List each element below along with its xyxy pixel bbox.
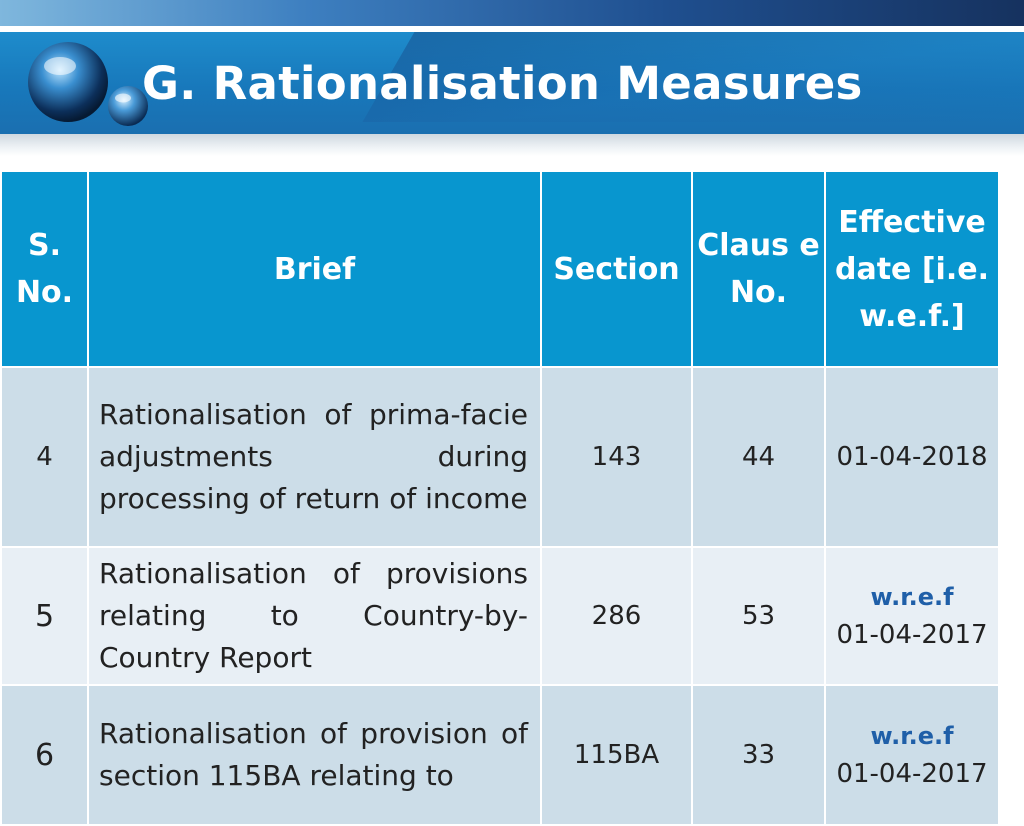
row-clause: 53 [691,546,826,686]
header-brief: Brief [87,170,542,368]
row-clause: 44 [691,366,826,548]
slide-title: G. Rationalisation Measures [142,57,863,110]
row-clause: 33 [691,684,826,826]
title-banner [0,32,1024,134]
row-effective-date: w.r.e.f 01-04-2017 [824,546,1000,686]
measures-table: S. No. Brief Section Claus e No. Effecti… [0,170,1000,826]
table-row: 4 Rationalisation of prima-facie adjustm… [0,366,1000,548]
header-effective-date: Effective date [i.e. w.e.f.] [824,170,1000,368]
row-effective-date: 01-04-2018 [824,366,1000,548]
top-decor-bar [0,0,1024,26]
row-date: 01-04-2017 [836,759,988,789]
row-sno: 4 [0,366,89,548]
row-brief: Rationalisation of provisions relating t… [87,546,542,686]
row-wref: w.r.e.f [870,722,954,750]
row-section: 143 [540,366,693,548]
header-section: Section [540,170,693,368]
row-section: 286 [540,546,693,686]
table-row: 5 Rationalisation of provisions relating… [0,546,1000,686]
header-sno: S. No. [0,170,89,368]
row-section: 115BA [540,684,693,826]
row-sno: 6 [0,684,89,826]
table-row: 6 Rationalisation of provision of sectio… [0,684,1000,826]
row-wref: w.r.e.f [870,583,954,611]
row-brief: Rationalisation of prima-facie adjustmen… [87,366,542,548]
banner-shadow [0,134,1024,156]
table-header-row: S. No. Brief Section Claus e No. Effecti… [0,170,1000,368]
globe-logo-icon [28,42,148,126]
header-clause: Claus e No. [691,170,826,368]
row-date: 01-04-2018 [836,442,988,472]
row-sno: 5 [0,546,89,686]
row-effective-date: w.r.e.f 01-04-2017 [824,684,1000,826]
row-date: 01-04-2017 [836,620,988,650]
row-brief: Rationalisation of provision of section … [87,684,542,826]
